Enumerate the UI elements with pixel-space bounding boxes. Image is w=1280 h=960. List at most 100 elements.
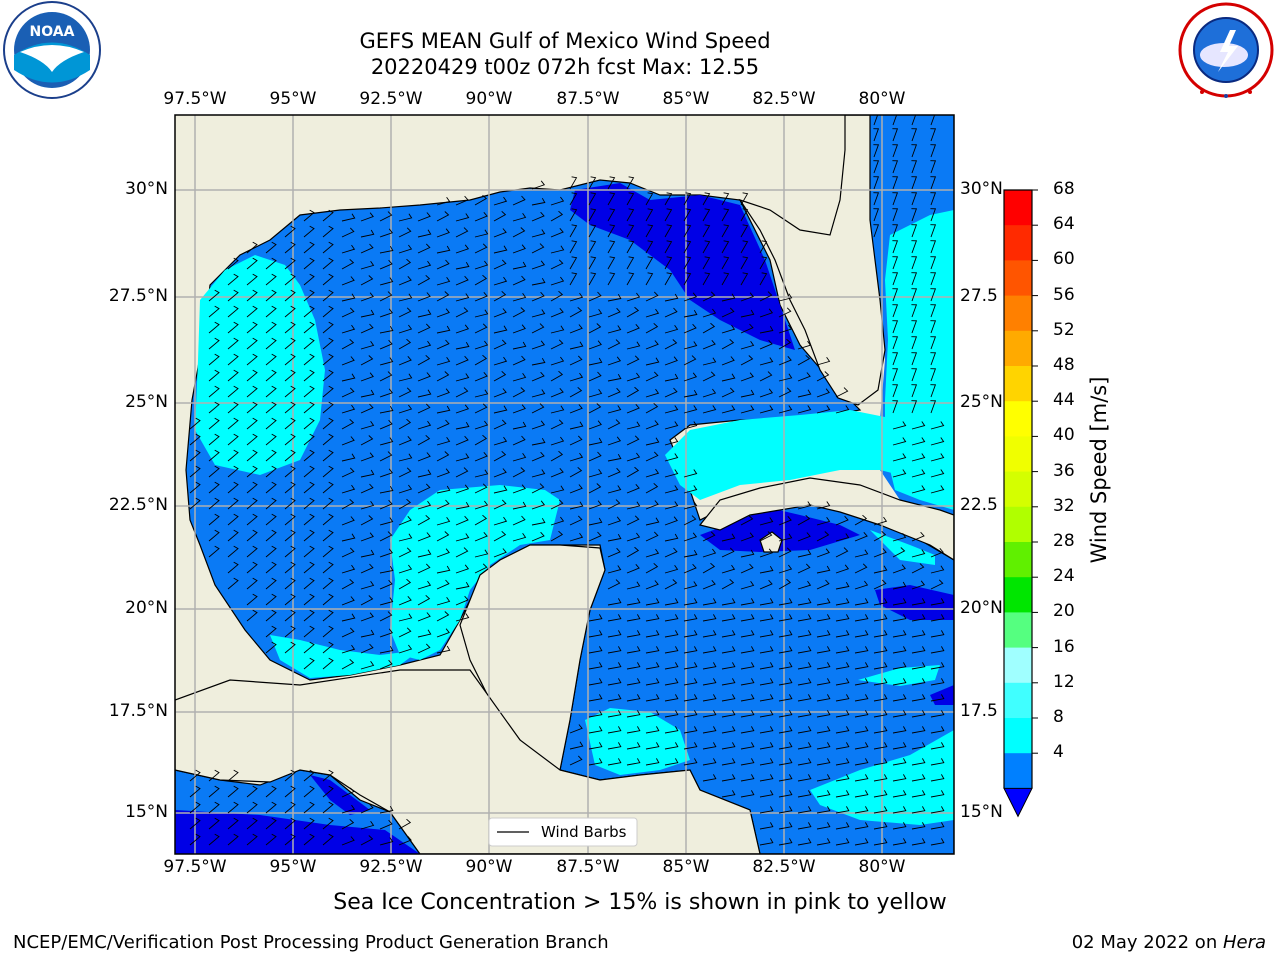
wind-barb <box>759 325 774 334</box>
wind-barb <box>683 646 698 654</box>
wind-barb <box>892 272 899 286</box>
wind-barb <box>246 433 258 446</box>
wind-barb <box>892 256 899 270</box>
wind-barb <box>645 678 660 686</box>
wind-barb <box>702 272 711 286</box>
wind-barb <box>626 501 641 510</box>
wind-barb <box>892 240 899 254</box>
wind-barb <box>341 627 355 638</box>
wind-barb <box>417 612 431 622</box>
wind-barb <box>569 755 583 766</box>
wind-barb <box>531 531 545 542</box>
wind-barb <box>284 593 296 606</box>
wind-barb <box>436 388 450 398</box>
wind-barb <box>778 293 793 302</box>
wind-barb <box>930 694 945 702</box>
wind-barb <box>759 822 774 830</box>
wind-barb <box>398 533 413 542</box>
wind-barb <box>607 499 621 510</box>
wind-barb <box>398 484 413 494</box>
wind-barb <box>512 261 527 270</box>
wind-barb <box>930 437 945 446</box>
wind-barb <box>930 646 945 654</box>
wind-barb <box>702 562 716 574</box>
wind-barb <box>854 726 869 734</box>
wind-barb <box>892 758 907 766</box>
wind-barb <box>531 197 546 206</box>
wind-barb <box>360 835 374 846</box>
wind-barb <box>854 822 869 830</box>
wind-barb <box>873 662 888 670</box>
wind-barb <box>512 213 527 222</box>
wind-barb <box>778 307 792 318</box>
wind-barb <box>702 742 717 750</box>
wind-barb <box>702 646 717 654</box>
lat-label-right: 25°N <box>960 392 1003 412</box>
wind-barb <box>854 662 869 670</box>
wind-barb <box>911 453 926 462</box>
wind-barb <box>778 547 792 558</box>
breezy-zone-cuba-north <box>870 530 935 565</box>
wind-barb <box>265 465 277 478</box>
wind-barb <box>360 821 375 830</box>
wind-barb <box>892 352 899 366</box>
wind-barb <box>626 710 641 718</box>
wind-barb <box>626 435 640 446</box>
wind-barb <box>797 514 811 526</box>
wind-barb <box>379 659 393 670</box>
wind-barb <box>702 758 717 766</box>
wind-barb <box>702 580 716 590</box>
wind-barb <box>379 371 393 382</box>
lat-label-left: 25°N <box>125 392 168 412</box>
wind-barb <box>189 465 201 478</box>
wind-barb <box>816 822 831 830</box>
lon-label-top: 90°W <box>465 89 513 109</box>
lat-label-right: 27.5 <box>960 286 998 306</box>
wind-barb <box>227 385 239 398</box>
wind-barb <box>626 386 640 398</box>
wind-barb <box>702 726 717 734</box>
wind-barb <box>702 630 717 638</box>
wind-barb <box>398 453 413 462</box>
wind-barb <box>246 529 258 542</box>
wind-barb <box>455 387 469 398</box>
wind-barb <box>911 806 926 814</box>
wind-barb <box>721 356 735 366</box>
wind-barb <box>227 273 239 286</box>
wind-barb <box>911 336 918 350</box>
wind-barb <box>835 662 850 670</box>
colorbar-tick-label: 4 <box>1053 742 1064 763</box>
wind-barb <box>493 356 508 366</box>
wind-barb <box>474 323 488 334</box>
colorbar-segment <box>1004 366 1032 402</box>
wind-barb <box>759 758 774 766</box>
wind-barb <box>303 257 315 270</box>
wind-barb <box>645 758 660 766</box>
wind-barb <box>379 819 393 830</box>
wind-barb <box>626 208 635 222</box>
wind-barb <box>645 726 660 734</box>
wind-barb <box>360 661 375 670</box>
wind-barb <box>550 356 565 366</box>
wind-barb <box>683 485 698 494</box>
wind-barb <box>740 389 755 398</box>
wind-barb <box>740 405 755 414</box>
wind-barb <box>189 801 201 814</box>
wind-barb <box>569 466 583 478</box>
colorbar-segment <box>1004 401 1032 437</box>
wind-barb <box>341 467 355 478</box>
wind-barb <box>702 694 717 702</box>
wind-barb <box>892 547 906 558</box>
wind-barb <box>911 710 926 718</box>
wind-barb <box>379 548 394 558</box>
lon-label-bottom: 92.5°W <box>359 857 423 877</box>
wind-barb <box>436 197 451 206</box>
wind-barb <box>455 261 470 270</box>
wind-barb <box>455 515 469 526</box>
yucatan-peninsula <box>459 544 606 771</box>
wind-barb <box>284 833 296 846</box>
wind-barb <box>645 694 660 702</box>
wind-barb <box>398 276 412 286</box>
wind-barb <box>930 678 945 686</box>
wind-barb <box>626 726 641 734</box>
